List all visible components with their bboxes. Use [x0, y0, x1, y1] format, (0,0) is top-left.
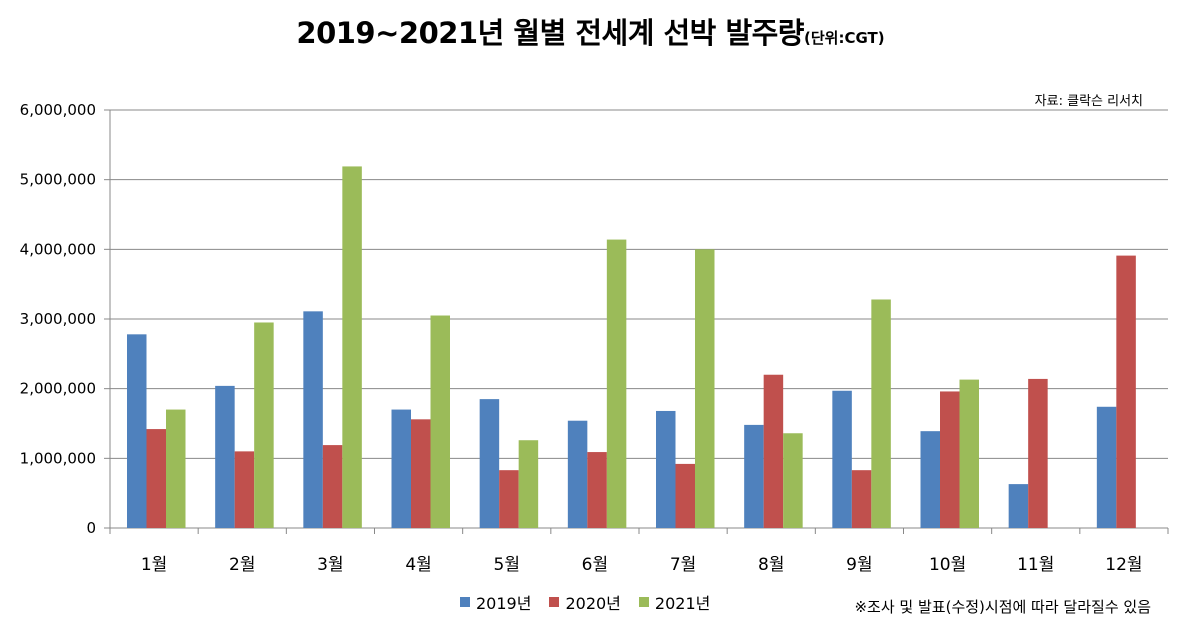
bar-2020	[851, 470, 872, 528]
bar-2021	[518, 440, 539, 528]
x-tick-label: 9월	[846, 555, 872, 575]
x-tick-label: 2월	[229, 555, 255, 575]
bar-2019	[391, 409, 411, 528]
y-tick-label: 1,000,000	[20, 449, 96, 467]
chart-title-main: 2019~2021년 월별 전세계 선박 발주량	[296, 16, 804, 50]
bar-2020	[322, 445, 343, 528]
bar-2019	[127, 334, 147, 528]
bar-2019	[1096, 406, 1117, 528]
legend-label-2020: 2020년	[565, 594, 621, 613]
bar-2021	[342, 166, 362, 528]
bar-2021	[606, 239, 627, 528]
bar-2020	[234, 451, 255, 528]
bar-2021	[254, 322, 274, 528]
bar-2019	[744, 424, 764, 528]
bar-2019	[920, 431, 940, 528]
bar-2020	[146, 429, 166, 528]
bar-2019	[1008, 484, 1029, 528]
bar-2020	[675, 463, 695, 528]
legend-label-2019: 2019년	[476, 594, 532, 613]
x-tick-label: 12월	[1105, 555, 1142, 575]
bar-2019	[479, 399, 500, 528]
bar-2019	[215, 385, 235, 528]
bar-2019	[656, 410, 676, 528]
bar-2020	[587, 452, 607, 528]
chart-title: 2019~2021년 월별 전세계 선박 발주량(단위:CGT)	[0, 10, 1181, 52]
legend-swatch-2019	[460, 597, 470, 607]
bar-2019	[303, 311, 323, 528]
legend-item-2019: 2019년	[460, 590, 531, 614]
x-tick-label: 11월	[1017, 555, 1054, 575]
bar-2020	[411, 419, 431, 528]
bar-2020	[1028, 378, 1048, 528]
chart-legend: 2019년 2020년 2021년	[460, 590, 710, 614]
y-tick-label: 0	[86, 519, 96, 537]
x-tick-label: 4월	[405, 555, 431, 575]
bar-2021	[783, 433, 803, 528]
source-note: 자료: 클락슨 리서치	[1034, 94, 1143, 109]
y-tick-label: 2,000,000	[20, 380, 96, 398]
bar-2020	[499, 470, 519, 528]
bar-2021	[695, 249, 715, 529]
bar-2019	[832, 390, 852, 528]
x-tick-label: 8월	[758, 555, 784, 575]
y-tick-label: 4,000,000	[20, 240, 96, 258]
legend-swatch-2021	[638, 597, 649, 607]
y-tick-label: 3,000,000	[20, 310, 96, 328]
x-tick-label: 3월	[317, 555, 343, 575]
footnote: ※조사 및 발표(수정)시점에 따라 달라질수 있음	[854, 598, 1151, 616]
y-tick-label: 6,000,000	[20, 101, 96, 119]
bar-2019	[567, 420, 588, 528]
y-tick-label: 5,000,000	[20, 171, 96, 189]
chart-unit-label: (단위:CGT)	[803, 29, 885, 47]
legend-item-2020: 2020년	[549, 590, 621, 614]
x-tick-label: 10월	[929, 555, 966, 575]
bar-2021	[959, 379, 979, 528]
x-tick-label: 5월	[494, 555, 520, 575]
bar-2020	[763, 374, 784, 528]
bar-2021	[430, 315, 450, 528]
bar-2020	[1116, 255, 1136, 528]
x-tick-label: 6월	[582, 555, 608, 575]
bar-2021	[871, 299, 891, 528]
bar-2020	[940, 391, 960, 528]
x-tick-label: 1월	[141, 555, 167, 575]
legend-label-2021: 2021년	[654, 594, 711, 613]
bar-2021	[166, 409, 186, 528]
x-tick-label: 7월	[670, 555, 696, 575]
legend-item-2021: 2021년	[638, 590, 711, 614]
legend-swatch-2020	[549, 597, 560, 607]
